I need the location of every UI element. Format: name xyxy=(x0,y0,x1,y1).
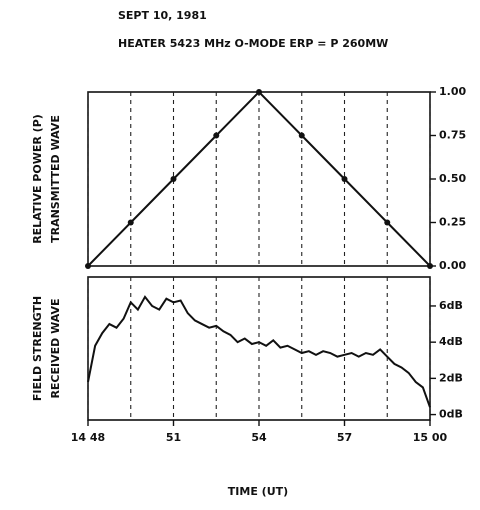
x-axis-label: TIME (UT) xyxy=(228,485,288,498)
data-point xyxy=(384,219,391,226)
y-tick-label: 0.50 xyxy=(439,172,466,185)
y-tick-label: 2dB xyxy=(439,371,463,384)
data-point xyxy=(298,132,305,139)
x-tick-label: 54 xyxy=(251,431,267,444)
y-tick-label: 0.75 xyxy=(439,129,466,142)
data-point xyxy=(341,176,348,182)
y-axis-label: FIELD STRENGTH xyxy=(31,296,44,401)
y-tick-label: 0dB xyxy=(439,408,463,421)
data-point xyxy=(427,263,433,269)
x-tick-label: 14 48 xyxy=(71,431,105,444)
data-point xyxy=(213,132,220,139)
y-tick-label: 0.00 xyxy=(439,259,466,272)
data-point xyxy=(170,176,177,182)
data-point xyxy=(127,219,134,226)
y-tick-label: 1.00 xyxy=(439,85,466,98)
y-tick-label: 4dB xyxy=(439,335,463,348)
y-axis-label: TRANSMITTED WAVE xyxy=(49,115,62,243)
y-tick-label: 0.25 xyxy=(439,216,466,229)
x-tick-label: 15 00 xyxy=(413,431,448,444)
x-tick-label: 57 xyxy=(337,431,352,444)
y-axis-label: RELATIVE POWER (P) xyxy=(31,114,44,244)
data-point xyxy=(85,263,91,269)
y-axis-label: RECEIVED WAVE xyxy=(49,298,62,398)
chart-subtitle: HEATER 5423 MHz O-MODE ERP = P 260MW xyxy=(118,37,388,50)
data-point xyxy=(256,89,262,95)
chart-title: SEPT 10, 1981 xyxy=(118,9,207,22)
x-tick-label: 51 xyxy=(166,431,181,444)
y-tick-label: 6dB xyxy=(439,299,463,312)
data-line xyxy=(87,295,431,408)
